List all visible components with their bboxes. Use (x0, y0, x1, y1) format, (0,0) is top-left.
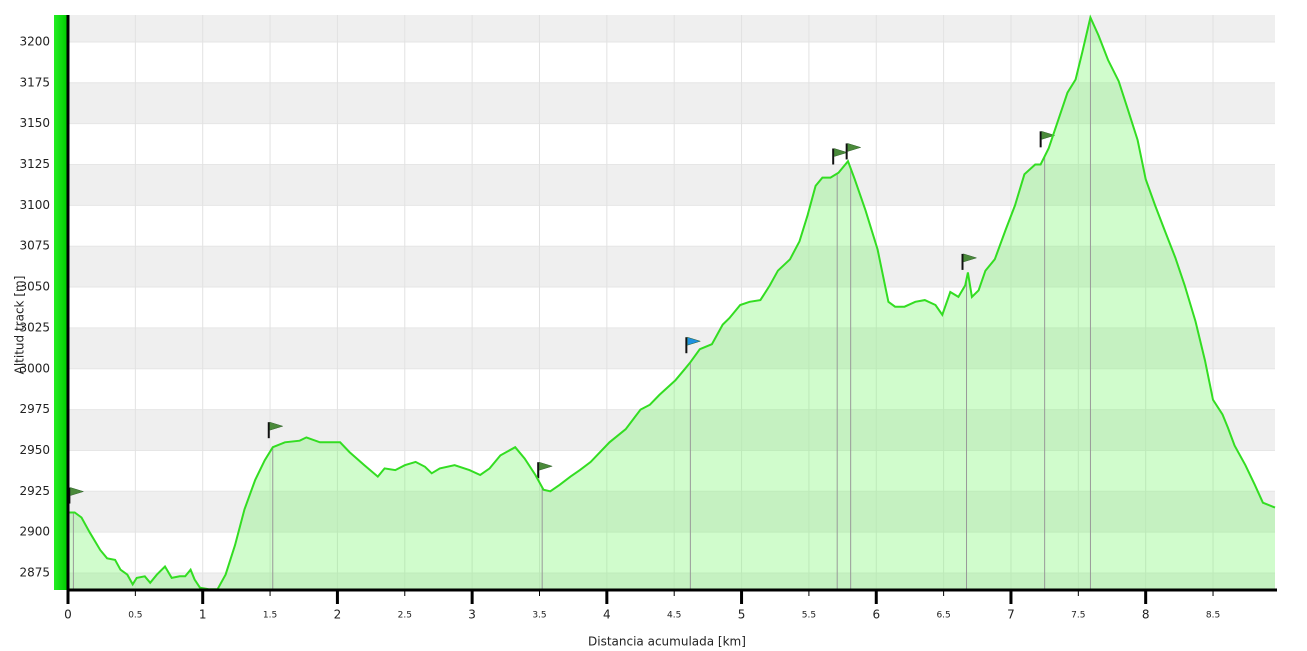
x-tick-label: 4.5 (667, 611, 681, 621)
x-tick-label: 8 (1142, 608, 1150, 622)
area (69, 17, 1275, 590)
y-axis-title: Altitud track [m] (13, 276, 27, 375)
x-tick-label: 5.5 (802, 611, 816, 621)
y-tick-label: 3075 (19, 239, 50, 253)
x-tick-label: 0.5 (128, 611, 142, 621)
y-tick-label: 2950 (19, 443, 50, 457)
x-tick-label: 6 (872, 608, 880, 622)
flag (833, 148, 849, 157)
x-tick-label: 2 (334, 608, 342, 622)
x-tick-label: 5 (738, 608, 746, 622)
flag (687, 336, 702, 346)
x-tick-label: 1 (199, 608, 207, 622)
flag (847, 143, 862, 152)
x-tick-label: 3 (468, 608, 476, 622)
flag (269, 421, 284, 431)
flag (70, 487, 85, 496)
y-axis-bar (54, 15, 68, 590)
band (68, 491, 1275, 533)
x-tick-label: 0 (64, 608, 72, 622)
background (67, 15, 1275, 590)
y-tick-label: 3175 (19, 75, 50, 89)
x-tick-label: 8.5 (1206, 611, 1220, 621)
y-tick-label: 2975 (19, 402, 50, 416)
band (68, 15, 1275, 42)
x-tick-label: 4 (603, 608, 611, 622)
y-tick-label: 2925 (19, 484, 50, 498)
y-tick-label: 3150 (19, 116, 50, 130)
x-tick-label: 7 (1007, 608, 1015, 622)
x-tick-label: 6.5 (936, 611, 950, 621)
band (68, 246, 1275, 288)
y-tick-label: 2900 (19, 525, 50, 539)
flag (963, 253, 978, 263)
band (68, 164, 1275, 206)
flag (1041, 131, 1056, 140)
band (68, 82, 1275, 124)
band (68, 327, 1275, 369)
y-tick-label: 3025 (19, 320, 50, 334)
x-tick-label: 3.5 (532, 611, 546, 621)
x-tick-label: 1.5 (263, 611, 277, 621)
y-tick-label: 2875 (19, 566, 50, 580)
y-tick-label: 3200 (19, 34, 50, 48)
y-tick-label: 3000 (19, 361, 50, 375)
x-axis-title: Distancia acumulada [km] (588, 635, 746, 649)
y-tick-label: 3050 (19, 280, 50, 294)
y-tick-label: 3125 (19, 157, 50, 171)
band (68, 573, 1275, 590)
x-tick-label: 2.5 (398, 611, 412, 621)
y-tick-label: 3100 (19, 198, 50, 212)
flag (538, 461, 554, 471)
x-tick-label: 7.5 (1071, 611, 1085, 621)
